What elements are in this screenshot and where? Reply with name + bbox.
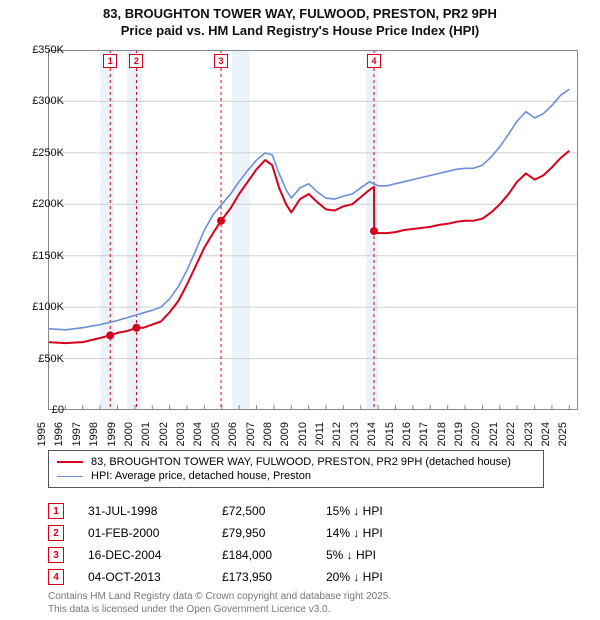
sale-number-box: 1 bbox=[48, 503, 64, 519]
x-tick-label: 2020 bbox=[470, 422, 482, 446]
sale-delta: 20% ↓ HPI bbox=[326, 570, 426, 584]
y-tick-label: £150K bbox=[14, 250, 64, 262]
sale-marker-box: 2 bbox=[129, 54, 143, 68]
sale-marker-box: 3 bbox=[214, 54, 228, 68]
legend-label: 83, BROUGHTON TOWER WAY, FULWOOD, PRESTO… bbox=[91, 456, 511, 468]
y-tick-label: £100K bbox=[14, 301, 64, 313]
sale-date: 16-DEC-2004 bbox=[88, 548, 198, 562]
x-tick-label: 2002 bbox=[158, 422, 170, 446]
sale-marker-box: 4 bbox=[367, 54, 381, 68]
sale-price: £72,500 bbox=[222, 504, 302, 518]
sale-date: 01-FEB-2000 bbox=[88, 526, 198, 540]
y-tick-label: £300K bbox=[14, 95, 64, 107]
legend-swatch bbox=[57, 476, 83, 477]
chart-title: 83, BROUGHTON TOWER WAY, FULWOOD, PRESTO… bbox=[0, 0, 600, 40]
legend-label: HPI: Average price, detached house, Pres… bbox=[91, 470, 311, 482]
y-tick-label: £250K bbox=[14, 147, 64, 159]
footer-line2: This data is licensed under the Open Gov… bbox=[48, 603, 391, 616]
x-tick-label: 1995 bbox=[36, 422, 48, 446]
x-tick-label: 2004 bbox=[192, 422, 204, 446]
x-tick-label: 2023 bbox=[523, 422, 535, 446]
legend-item: HPI: Average price, detached house, Pres… bbox=[57, 469, 535, 483]
x-tick-label: 2013 bbox=[349, 422, 361, 446]
sale-delta: 15% ↓ HPI bbox=[326, 504, 426, 518]
x-tick-label: 2025 bbox=[557, 422, 569, 446]
x-tick-label: 2003 bbox=[175, 422, 187, 446]
y-tick-label: £50K bbox=[14, 353, 64, 365]
title-line2: Price paid vs. HM Land Registry's House … bbox=[0, 23, 600, 40]
sale-delta: 14% ↓ HPI bbox=[326, 526, 426, 540]
x-tick-label: 2024 bbox=[540, 422, 552, 446]
x-tick-label: 1997 bbox=[71, 422, 83, 446]
x-tick-label: 2001 bbox=[140, 422, 152, 446]
plot-border bbox=[48, 50, 578, 410]
sale-price: £79,950 bbox=[222, 526, 302, 540]
legend: 83, BROUGHTON TOWER WAY, FULWOOD, PRESTO… bbox=[48, 450, 544, 488]
x-tick-label: 2021 bbox=[488, 422, 500, 446]
y-tick-label: £350K bbox=[14, 44, 64, 56]
y-tick-label: £200K bbox=[14, 198, 64, 210]
sales-table: 1 31-JUL-1998 £72,500 15% ↓ HPI 2 01-FEB-2000… bbox=[48, 500, 426, 588]
legend-swatch bbox=[57, 461, 83, 463]
x-tick-label: 2015 bbox=[384, 422, 396, 446]
sale-delta: 5% ↓ HPI bbox=[326, 548, 426, 562]
x-tick-label: 2014 bbox=[366, 422, 378, 446]
x-tick-label: 2012 bbox=[331, 422, 343, 446]
x-tick-label: 1999 bbox=[106, 422, 118, 446]
sale-marker-box: 1 bbox=[103, 54, 117, 68]
x-tick-label: 2011 bbox=[314, 422, 326, 446]
sale-price: £184,000 bbox=[222, 548, 302, 562]
x-tick-label: 2022 bbox=[505, 422, 517, 446]
sale-row: 3 16-DEC-2004 £184,000 5% ↓ HPI bbox=[48, 544, 426, 566]
y-tick-label: £0 bbox=[14, 404, 64, 416]
sale-date: 04-OCT-2013 bbox=[88, 570, 198, 584]
sale-number-box: 4 bbox=[48, 569, 64, 585]
x-tick-label: 2005 bbox=[210, 422, 222, 446]
title-line1: 83, BROUGHTON TOWER WAY, FULWOOD, PRESTO… bbox=[0, 6, 600, 23]
chart-area: 12 3 4 bbox=[48, 50, 578, 410]
sale-row: 2 01-FEB-2000 £79,950 14% ↓ HPI bbox=[48, 522, 426, 544]
x-tick-label: 2016 bbox=[401, 422, 413, 446]
x-tick-label: 1996 bbox=[53, 422, 65, 446]
sale-number-box: 2 bbox=[48, 525, 64, 541]
sale-number-box: 3 bbox=[48, 547, 64, 563]
x-tick-label: 2007 bbox=[245, 422, 257, 446]
x-tick-label: 2000 bbox=[123, 422, 135, 446]
x-tick-label: 2017 bbox=[418, 422, 430, 446]
x-tick-label: 1998 bbox=[88, 422, 100, 446]
x-tick-label: 2018 bbox=[436, 422, 448, 446]
sale-row: 1 31-JUL-1998 £72,500 15% ↓ HPI bbox=[48, 500, 426, 522]
footer: Contains HM Land Registry data © Crown c… bbox=[48, 590, 391, 616]
x-tick-label: 2010 bbox=[297, 422, 309, 446]
sale-date: 31-JUL-1998 bbox=[88, 504, 198, 518]
legend-item: 83, BROUGHTON TOWER WAY, FULWOOD, PRESTO… bbox=[57, 455, 535, 469]
x-tick-label: 2019 bbox=[453, 422, 465, 446]
x-tick-label: 2006 bbox=[227, 422, 239, 446]
x-tick-label: 2009 bbox=[279, 422, 291, 446]
sale-row: 4 04-OCT-2013 £173,950 20% ↓ HPI bbox=[48, 566, 426, 588]
sale-price: £173,950 bbox=[222, 570, 302, 584]
footer-line1: Contains HM Land Registry data © Crown c… bbox=[48, 590, 391, 603]
x-tick-label: 2008 bbox=[262, 422, 274, 446]
